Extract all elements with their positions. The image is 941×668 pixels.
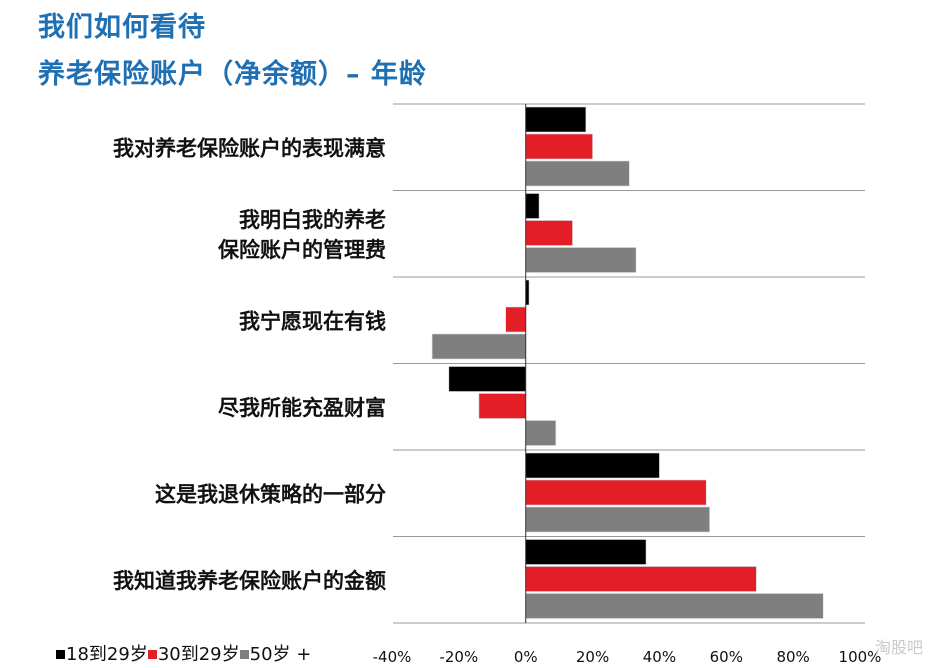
- bar-2-2: [525, 220, 573, 246]
- category-label: 这是我退休策略的一部分: [155, 482, 386, 506]
- legend-item-30-29: 30到29岁: [147, 644, 240, 665]
- bar-1-3: [525, 279, 530, 306]
- bar-3-3: [431, 333, 527, 360]
- bar-3-5: [525, 506, 710, 533]
- chart-legend: 18到29岁 30到29岁 50岁 +: [56, 640, 311, 666]
- category-label: 我明白我的养老: [239, 208, 386, 232]
- category-label: 保险账户的管理费: [217, 238, 386, 262]
- page-subtitle: 养老保险账户（净余额）– 年龄: [38, 59, 427, 90]
- category-label: 我宁愿现在有钱: [239, 309, 386, 333]
- legend-swatch-50-plus: [239, 650, 249, 659]
- bar-2-3: [505, 306, 527, 333]
- bar-1-6: [525, 539, 647, 565]
- legend-swatch-18-29: [56, 650, 65, 659]
- page-title: 我们如何看待: [38, 12, 206, 43]
- x-tick-label: 100%: [839, 648, 882, 666]
- legend-item-50-plus: 50岁 +: [239, 644, 312, 665]
- legend-label-30-29: 30到29岁: [157, 644, 240, 665]
- category-label: 尽我所能充盈财富: [218, 396, 386, 420]
- legend-swatch-30-29: [147, 650, 157, 659]
- x-tick-label: -40%: [373, 648, 412, 666]
- bar-1-5: [525, 452, 660, 479]
- x-tick-label: -20%: [439, 648, 478, 666]
- legend-label-18-29: 18到29岁: [66, 644, 148, 665]
- bar-2-1: [525, 133, 593, 160]
- category-label: 我对养老保险账户的表现满意: [113, 136, 386, 160]
- x-tick-label: 80%: [776, 648, 809, 666]
- bar-2-4: [478, 393, 527, 419]
- bar-1-1: [525, 106, 587, 133]
- bar-2-5: [525, 479, 707, 506]
- x-tick-label: 0%: [514, 648, 538, 666]
- bar-3-6: [525, 593, 824, 619]
- x-tick-label: 60%: [710, 648, 743, 666]
- x-tick-label: 40%: [643, 648, 676, 666]
- legend-label-50-plus: 50岁 +: [249, 644, 312, 665]
- bar-3-1: [525, 160, 630, 187]
- bar-3-2: [525, 247, 637, 273]
- bar-3-4: [525, 420, 557, 446]
- x-tick-label: 20%: [576, 648, 609, 666]
- category-label: 我知道我养老保险账户的金额: [113, 569, 386, 593]
- bar-2-6: [525, 566, 757, 592]
- bar-1-2: [525, 193, 540, 219]
- bar-1-4: [448, 366, 527, 392]
- watermark: 淘股吧: [874, 638, 923, 657]
- legend-item-18-29: 18到29岁: [56, 644, 148, 665]
